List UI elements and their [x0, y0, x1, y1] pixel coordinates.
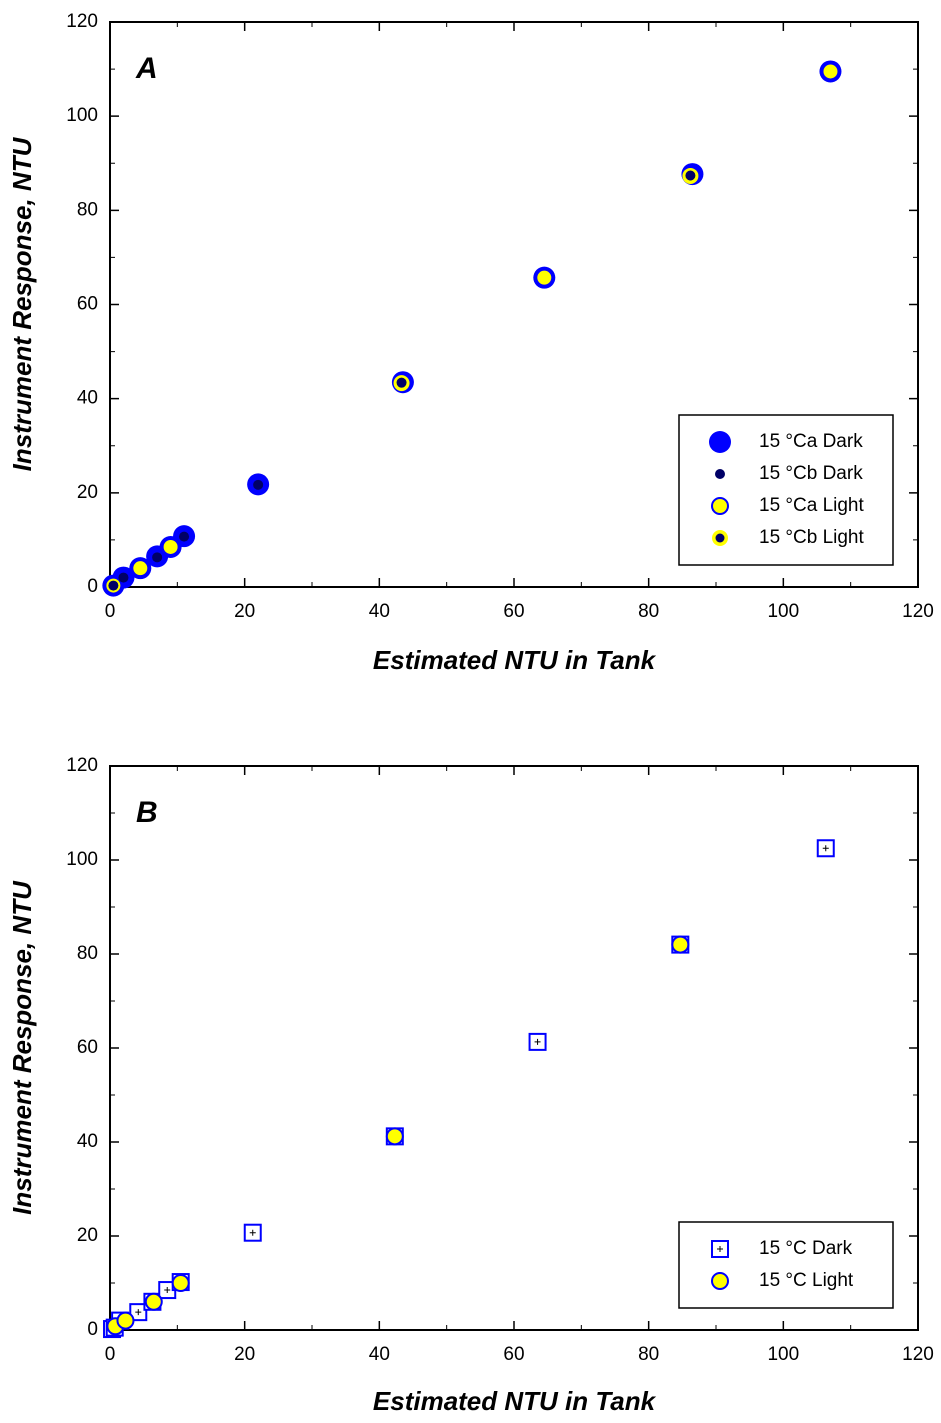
x-tick-label: 80: [638, 1344, 659, 1365]
point: [116, 1311, 135, 1330]
y-tick-label: 60: [77, 1037, 98, 1058]
point: [816, 839, 835, 858]
panel-label: B: [136, 796, 158, 829]
legend-marker: [715, 469, 725, 479]
point: [253, 479, 264, 490]
y-tick-label: 80: [77, 199, 98, 220]
point: [131, 559, 150, 578]
x-tick-label: 100: [767, 601, 799, 622]
point: [161, 537, 180, 556]
x-axis-title: Estimated NTU in Tank: [373, 645, 657, 675]
point: [129, 1303, 148, 1322]
y-axis-title: Instrument Response, NTU: [7, 880, 37, 1215]
y-axis-title: Instrument Response, NTU: [7, 136, 37, 471]
legend-label: 15 °C Dark: [759, 1238, 853, 1259]
x-tick-label: 60: [503, 601, 524, 622]
y-tick-label: 0: [87, 576, 98, 597]
x-tick-label: 0: [105, 1344, 116, 1365]
y-tick-label: 120: [66, 755, 98, 776]
x-tick-label: 40: [369, 601, 390, 622]
point: [385, 1127, 404, 1146]
legend-label: 15 °Cb Dark: [759, 463, 863, 484]
point: [671, 935, 690, 954]
x-tick-label: 20: [234, 1344, 255, 1365]
legend-box: [678, 1221, 894, 1309]
y-tick-label: 100: [66, 105, 98, 126]
y-tick-label: 60: [77, 294, 98, 315]
x-tick-label: 40: [369, 1344, 390, 1365]
y-tick-label: 80: [77, 943, 98, 964]
legend-label: 15 °Cb Light: [759, 527, 864, 548]
legend-marker: [711, 1272, 729, 1290]
point: [821, 62, 840, 81]
x-tick-label: 100: [767, 1344, 799, 1365]
x-tick-label: 60: [503, 1344, 524, 1365]
y-tick-label: 20: [77, 1225, 98, 1246]
point: [152, 552, 163, 563]
legend-marker: [711, 497, 729, 515]
legend-label: 15 °Ca Dark: [759, 431, 863, 452]
point: [171, 1274, 190, 1292]
point: [528, 1032, 547, 1051]
y-tick-label: 100: [66, 849, 98, 870]
x-axis-title: Estimated NTU in Tank: [373, 1386, 657, 1416]
legend-marker: [709, 431, 731, 453]
point: [118, 572, 129, 583]
panel-label: A: [135, 52, 158, 85]
point: [179, 531, 190, 542]
legend-label: 15 °C Light: [759, 1270, 854, 1291]
x-tick-label: 20: [234, 601, 255, 622]
y-tick-label: 40: [77, 388, 98, 409]
x-tick-label: 120: [902, 1344, 934, 1365]
x-tick-label: 0: [105, 601, 116, 622]
point: [396, 377, 407, 388]
y-tick-label: 40: [77, 1131, 98, 1152]
point: [108, 580, 119, 591]
point: [243, 1223, 262, 1242]
y-tick-label: 120: [66, 11, 98, 32]
legend-marker: [711, 1240, 729, 1258]
point: [685, 170, 696, 181]
legend-label: 15 °Ca Light: [759, 495, 864, 516]
x-tick-label: 80: [638, 601, 659, 622]
point: [144, 1292, 163, 1311]
x-tick-label: 120: [902, 601, 934, 622]
y-tick-label: 20: [77, 482, 98, 503]
legend-marker: [712, 530, 728, 546]
point: [535, 268, 554, 287]
y-tick-label: 0: [87, 1319, 98, 1340]
